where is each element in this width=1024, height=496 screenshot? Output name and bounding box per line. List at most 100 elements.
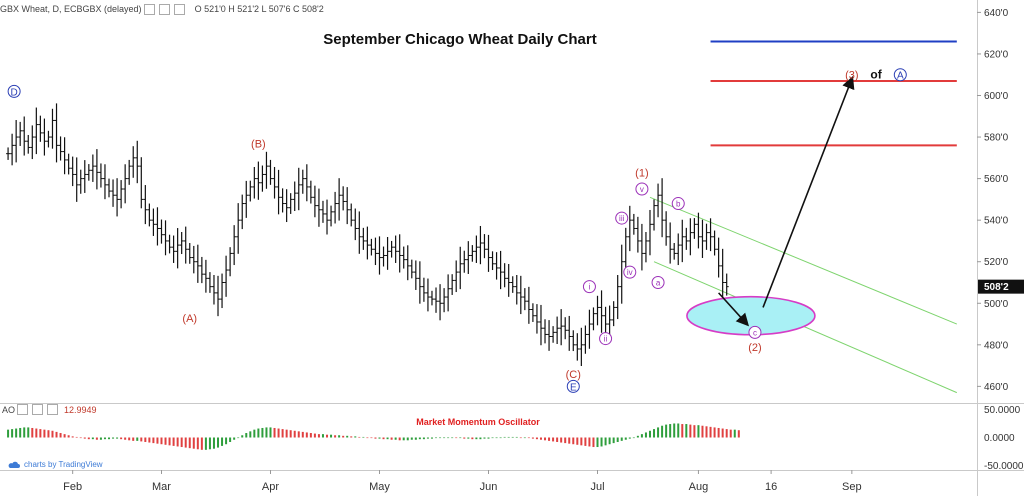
oscillator-bar bbox=[321, 434, 324, 438]
oscillator-visibility-icon[interactable] bbox=[17, 404, 29, 415]
oscillator-bar bbox=[503, 436, 506, 438]
oscillator-bar bbox=[636, 435, 639, 438]
oscillator-bar bbox=[515, 436, 518, 438]
oscillator-bar bbox=[677, 423, 680, 438]
oscillator-bar bbox=[338, 435, 341, 438]
oscillator-bar bbox=[539, 437, 542, 440]
price-axis-label: 560'0 bbox=[984, 174, 1009, 185]
oscillator-bar bbox=[160, 437, 163, 445]
oscillator-bar bbox=[592, 437, 595, 448]
oscillator-bar bbox=[697, 425, 700, 438]
oscillator-bar bbox=[673, 423, 676, 438]
wave-label: D bbox=[11, 87, 18, 98]
tradingview-link[interactable]: charts by TradingView bbox=[24, 460, 103, 469]
oscillator-bar bbox=[180, 437, 183, 448]
wave-label-circle bbox=[651, 275, 665, 289]
oscillator-bar bbox=[414, 437, 417, 440]
oscillator-bar bbox=[467, 437, 470, 439]
oscillator-bar bbox=[136, 437, 139, 441]
oscillator-bar bbox=[79, 437, 82, 439]
oscillator-bar bbox=[221, 437, 224, 446]
wave-label-circle bbox=[893, 68, 907, 82]
oscillator-bar bbox=[132, 437, 135, 441]
oscillator-bar bbox=[624, 437, 627, 440]
oscillator-bar bbox=[326, 434, 329, 438]
oscillator-bar bbox=[531, 437, 534, 439]
oscillator-bar bbox=[386, 437, 389, 440]
oscillator-bar bbox=[608, 437, 611, 445]
wave-label: of bbox=[870, 68, 882, 82]
oscillator-bar bbox=[140, 437, 143, 442]
close-icon[interactable] bbox=[173, 3, 185, 15]
oscillator-bar bbox=[548, 437, 551, 441]
oscillator-bar bbox=[15, 428, 18, 438]
oscillator-axis-label: -50.0000 bbox=[984, 461, 1024, 472]
oscillator-bar bbox=[87, 437, 90, 440]
oscillator-bar bbox=[116, 437, 119, 439]
chart-title: September Chicago Wheat Daily Chart bbox=[323, 31, 596, 48]
oscillator-bar bbox=[354, 436, 357, 438]
oscillator-bar bbox=[374, 437, 377, 439]
oscillator-bar bbox=[11, 429, 14, 438]
time-axis-label: Mar bbox=[152, 481, 171, 493]
wave-label: i bbox=[589, 283, 591, 292]
projection-arrow bbox=[762, 75, 855, 308]
projection-arrow bbox=[718, 292, 750, 327]
oscillator-close-icon[interactable] bbox=[47, 404, 59, 415]
price-axis-label: 480'0 bbox=[984, 340, 1009, 351]
oscillator-bar bbox=[556, 437, 559, 442]
oscillator-bar bbox=[124, 437, 127, 440]
time-axis-label: Aug bbox=[689, 481, 709, 493]
wave-label: E bbox=[570, 382, 577, 393]
oscillator-bar bbox=[685, 424, 688, 438]
time-axis-label: 16 bbox=[765, 481, 777, 493]
oscillator-bar bbox=[418, 437, 421, 440]
price-axis-label: 500'0 bbox=[984, 299, 1009, 310]
oscillator-bar bbox=[681, 424, 684, 438]
oscillator-bar bbox=[358, 436, 361, 438]
wave-label: (3) bbox=[845, 70, 858, 82]
oscillator-bar bbox=[564, 437, 567, 444]
oscillator-bar bbox=[475, 437, 478, 440]
oscillator-bar bbox=[249, 431, 252, 438]
oscillator-bar bbox=[23, 427, 26, 438]
oscillator-bar bbox=[253, 429, 256, 438]
oscillator-bar bbox=[572, 437, 575, 445]
time-axis-label: Jul bbox=[590, 481, 604, 493]
oscillator-bar bbox=[717, 427, 720, 438]
oscillator-bar bbox=[430, 437, 433, 439]
settings-icon[interactable] bbox=[158, 3, 170, 15]
oscillator-bar bbox=[196, 437, 199, 450]
wave-label-circle bbox=[7, 84, 21, 98]
oscillator-bar bbox=[293, 430, 296, 438]
price-axis-label: 520'0 bbox=[984, 257, 1009, 268]
wave-label-circle bbox=[671, 197, 685, 211]
oscillator-bar bbox=[108, 437, 111, 440]
wave-label: ii bbox=[604, 335, 608, 344]
oscillator-bar bbox=[495, 437, 498, 439]
oscillator-bar bbox=[596, 437, 599, 448]
oscillator-bar bbox=[99, 437, 102, 440]
oscillator-axis-label: 50.0000 bbox=[984, 405, 1021, 416]
oscillator-bar bbox=[208, 437, 211, 450]
visibility-toggle-icon[interactable] bbox=[143, 3, 155, 15]
oscillator-bar bbox=[112, 437, 115, 439]
oscillator-bar bbox=[204, 437, 207, 450]
oscillator-label: AO bbox=[2, 404, 16, 415]
oscillator-bar bbox=[479, 437, 482, 440]
oscillator-bar bbox=[455, 437, 458, 439]
oscillator-bar bbox=[584, 437, 587, 446]
oscillator-bar bbox=[217, 437, 220, 448]
wave-label: (1) bbox=[635, 167, 648, 179]
oscillator-settings-icon[interactable] bbox=[32, 404, 44, 415]
oscillator-bar bbox=[701, 425, 704, 438]
oscillator-bar bbox=[229, 437, 232, 442]
tradingview-branding[interactable]: charts by TradingView bbox=[8, 460, 103, 469]
oscillator-bar bbox=[426, 437, 429, 439]
oscillator-bar bbox=[346, 435, 349, 438]
oscillator-bar bbox=[67, 435, 70, 438]
oscillator-bar bbox=[83, 437, 86, 439]
oscillator-bar bbox=[313, 433, 316, 438]
